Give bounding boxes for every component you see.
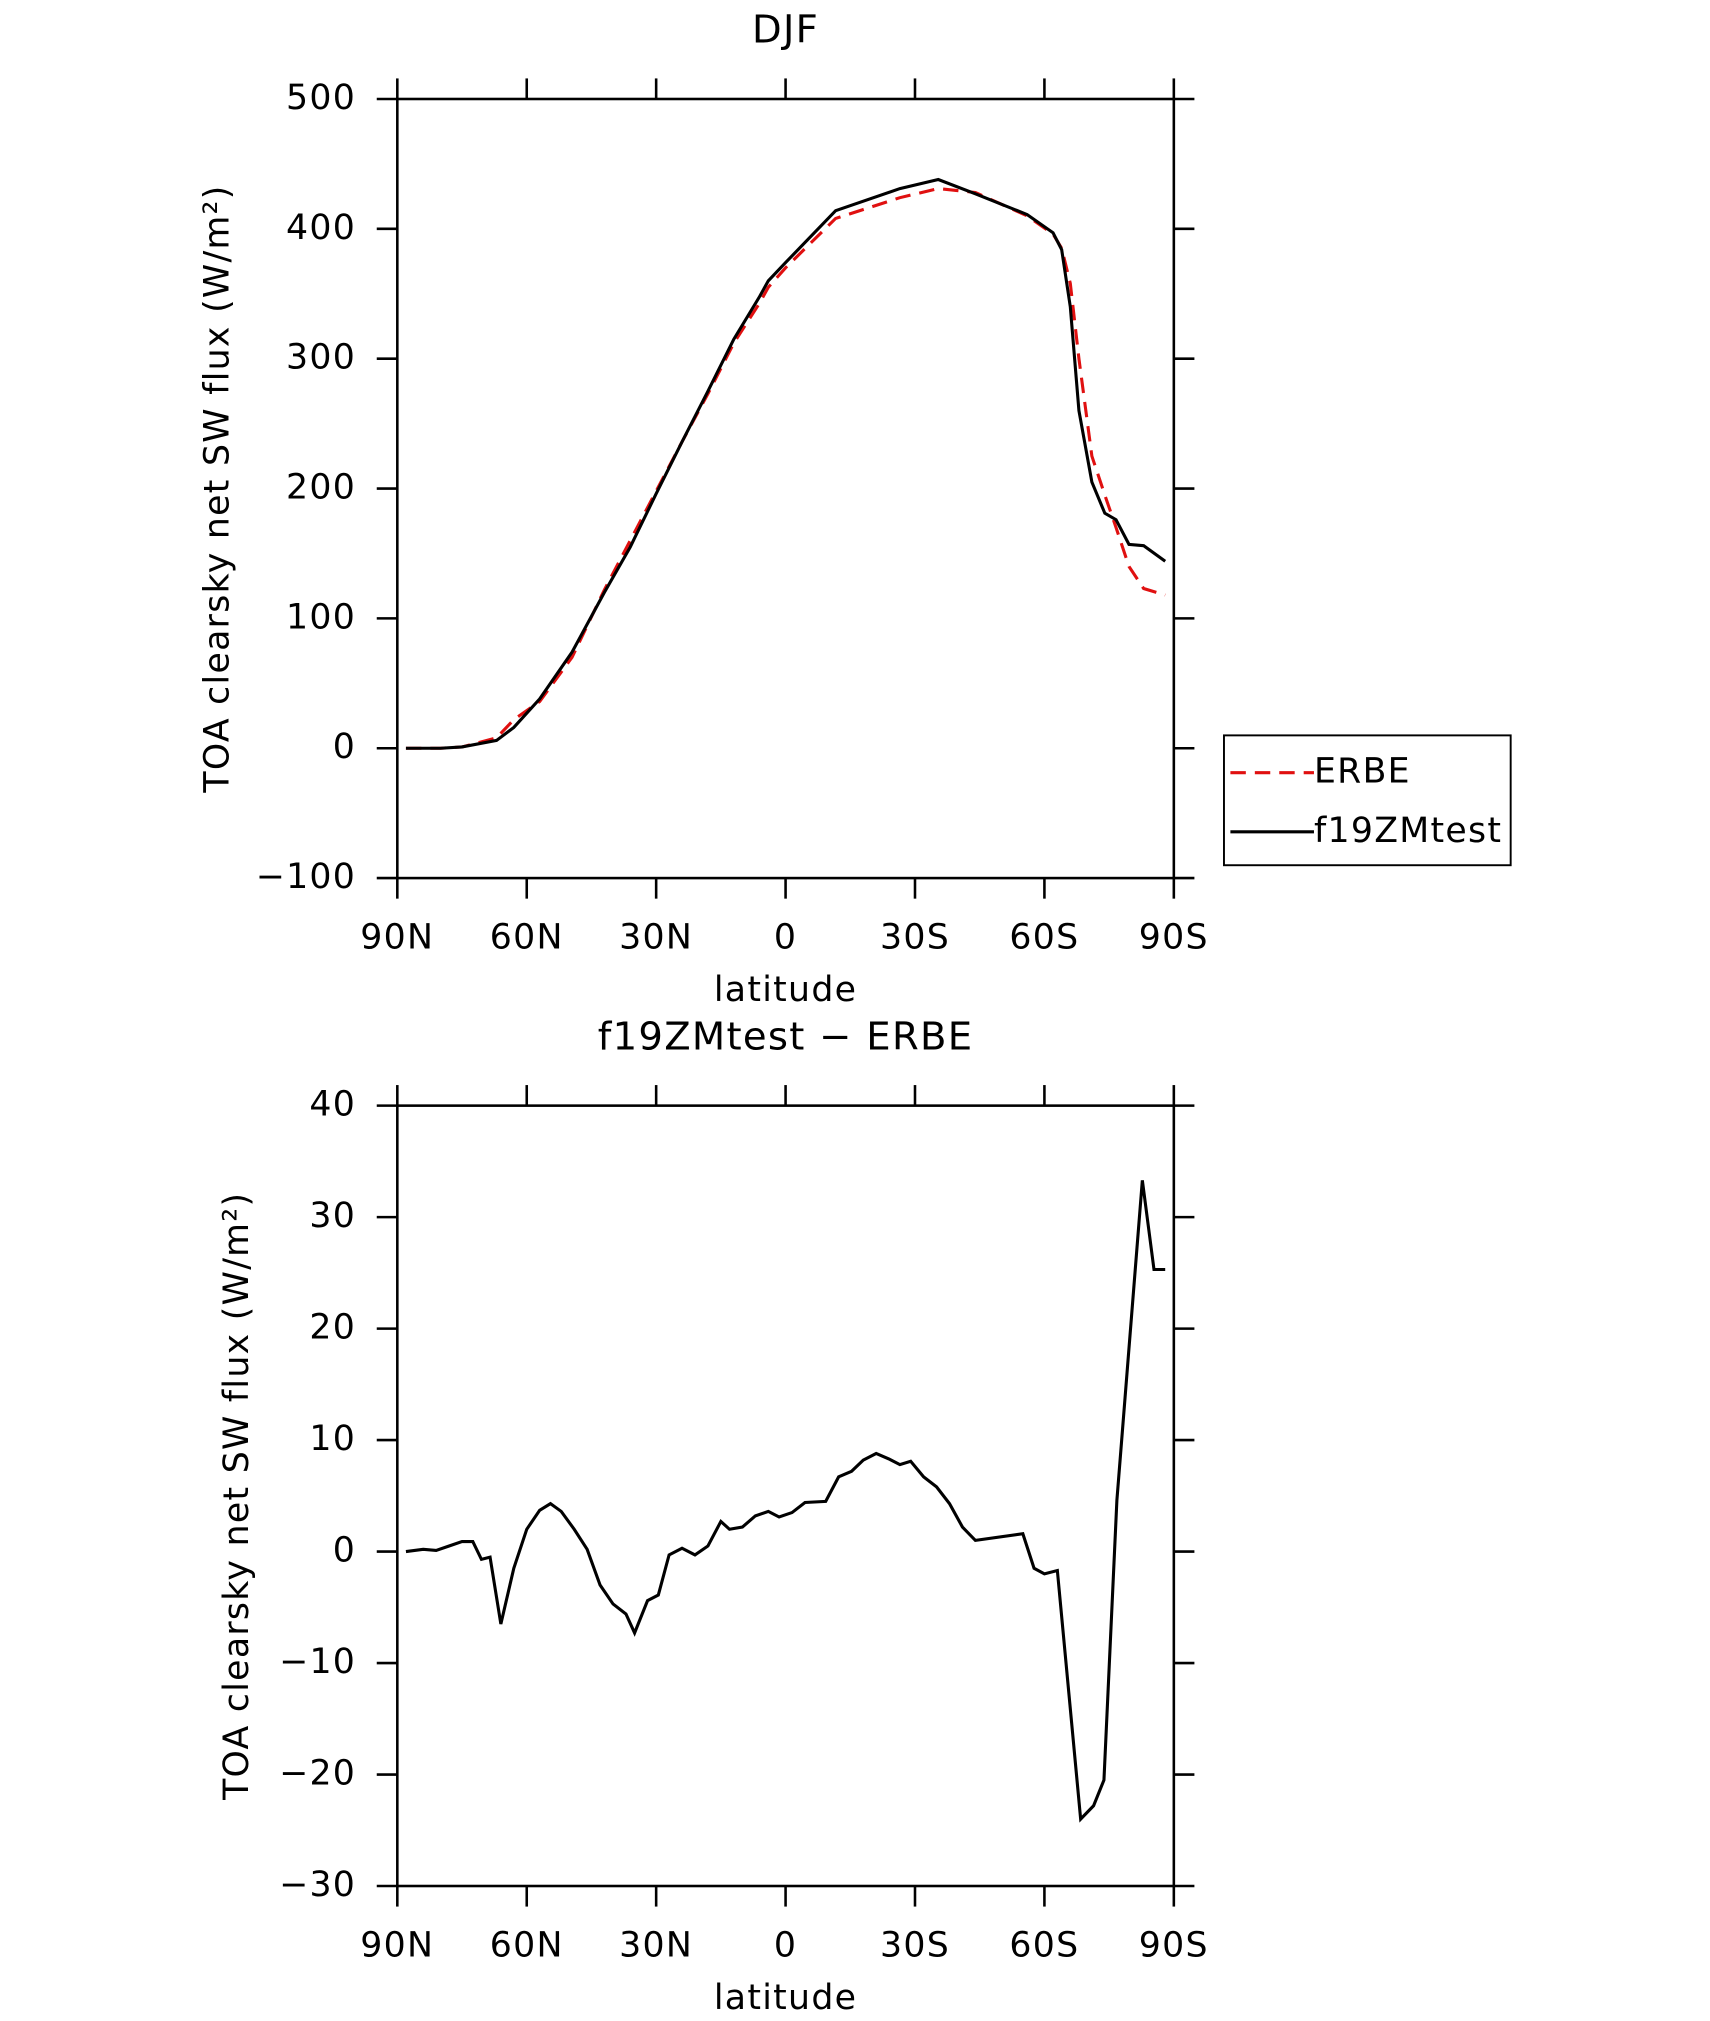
plot-frame (396, 97, 1176, 880)
y-tick-label: 200 (286, 468, 356, 508)
y-tick-label: −30 (279, 1865, 356, 1905)
legend-label: ERBE (1314, 752, 1411, 792)
x-tick-label: 90S (1139, 1925, 1209, 1965)
y-axis-label: TOA clearsky net SW flux (W/m²) (217, 1192, 257, 1801)
y-tick-label: 30 (309, 1196, 356, 1236)
legend-label: f19ZMtest (1314, 811, 1502, 851)
x-axis-label: latitude (714, 1978, 857, 2018)
x-tick-label: 30S (880, 918, 950, 958)
y-tick-label: 40 (309, 1085, 356, 1125)
legend-box (1223, 734, 1512, 867)
y-tick-label: 10 (309, 1419, 356, 1459)
y-tick-label: −20 (279, 1754, 356, 1794)
data-line (405, 1180, 1166, 1823)
x-tick-label: 0 (774, 918, 797, 958)
y-tick-label: −100 (256, 857, 356, 897)
x-tick-label: 30N (619, 1925, 693, 1965)
y-tick-label: 500 (286, 78, 356, 118)
x-tick-label: 60N (490, 918, 564, 958)
x-axis-label: latitude (714, 970, 857, 1010)
y-tick-label: 100 (286, 597, 356, 637)
x-tick-label: 90N (360, 918, 434, 958)
chart-title: DJF (752, 8, 819, 53)
x-tick-label: 30N (619, 918, 693, 958)
data-line (405, 187, 1166, 750)
y-tick-label: 0 (333, 1531, 356, 1571)
y-tick-label: 300 (286, 338, 356, 378)
y-tick-label: 20 (309, 1308, 356, 1348)
x-tick-label: 0 (774, 1925, 797, 1965)
data-line (405, 177, 1167, 750)
x-tick-label: 60N (490, 1925, 564, 1965)
x-tick-label: 30S (880, 1925, 950, 1965)
x-tick-label: 60S (1009, 1925, 1079, 1965)
x-tick-label: 90N (360, 1925, 434, 1965)
x-tick-label: 90S (1139, 918, 1209, 958)
y-tick-label: 0 (333, 727, 356, 767)
y-axis-label: TOA clearsky net SW flux (W/m²) (198, 184, 238, 793)
y-tick-label: −10 (279, 1642, 356, 1682)
plot-frame (396, 1104, 1176, 1888)
y-tick-label: 400 (286, 208, 356, 248)
x-tick-label: 60S (1009, 918, 1079, 958)
chart-title: f19ZMtest − ERBE (598, 1014, 974, 1059)
